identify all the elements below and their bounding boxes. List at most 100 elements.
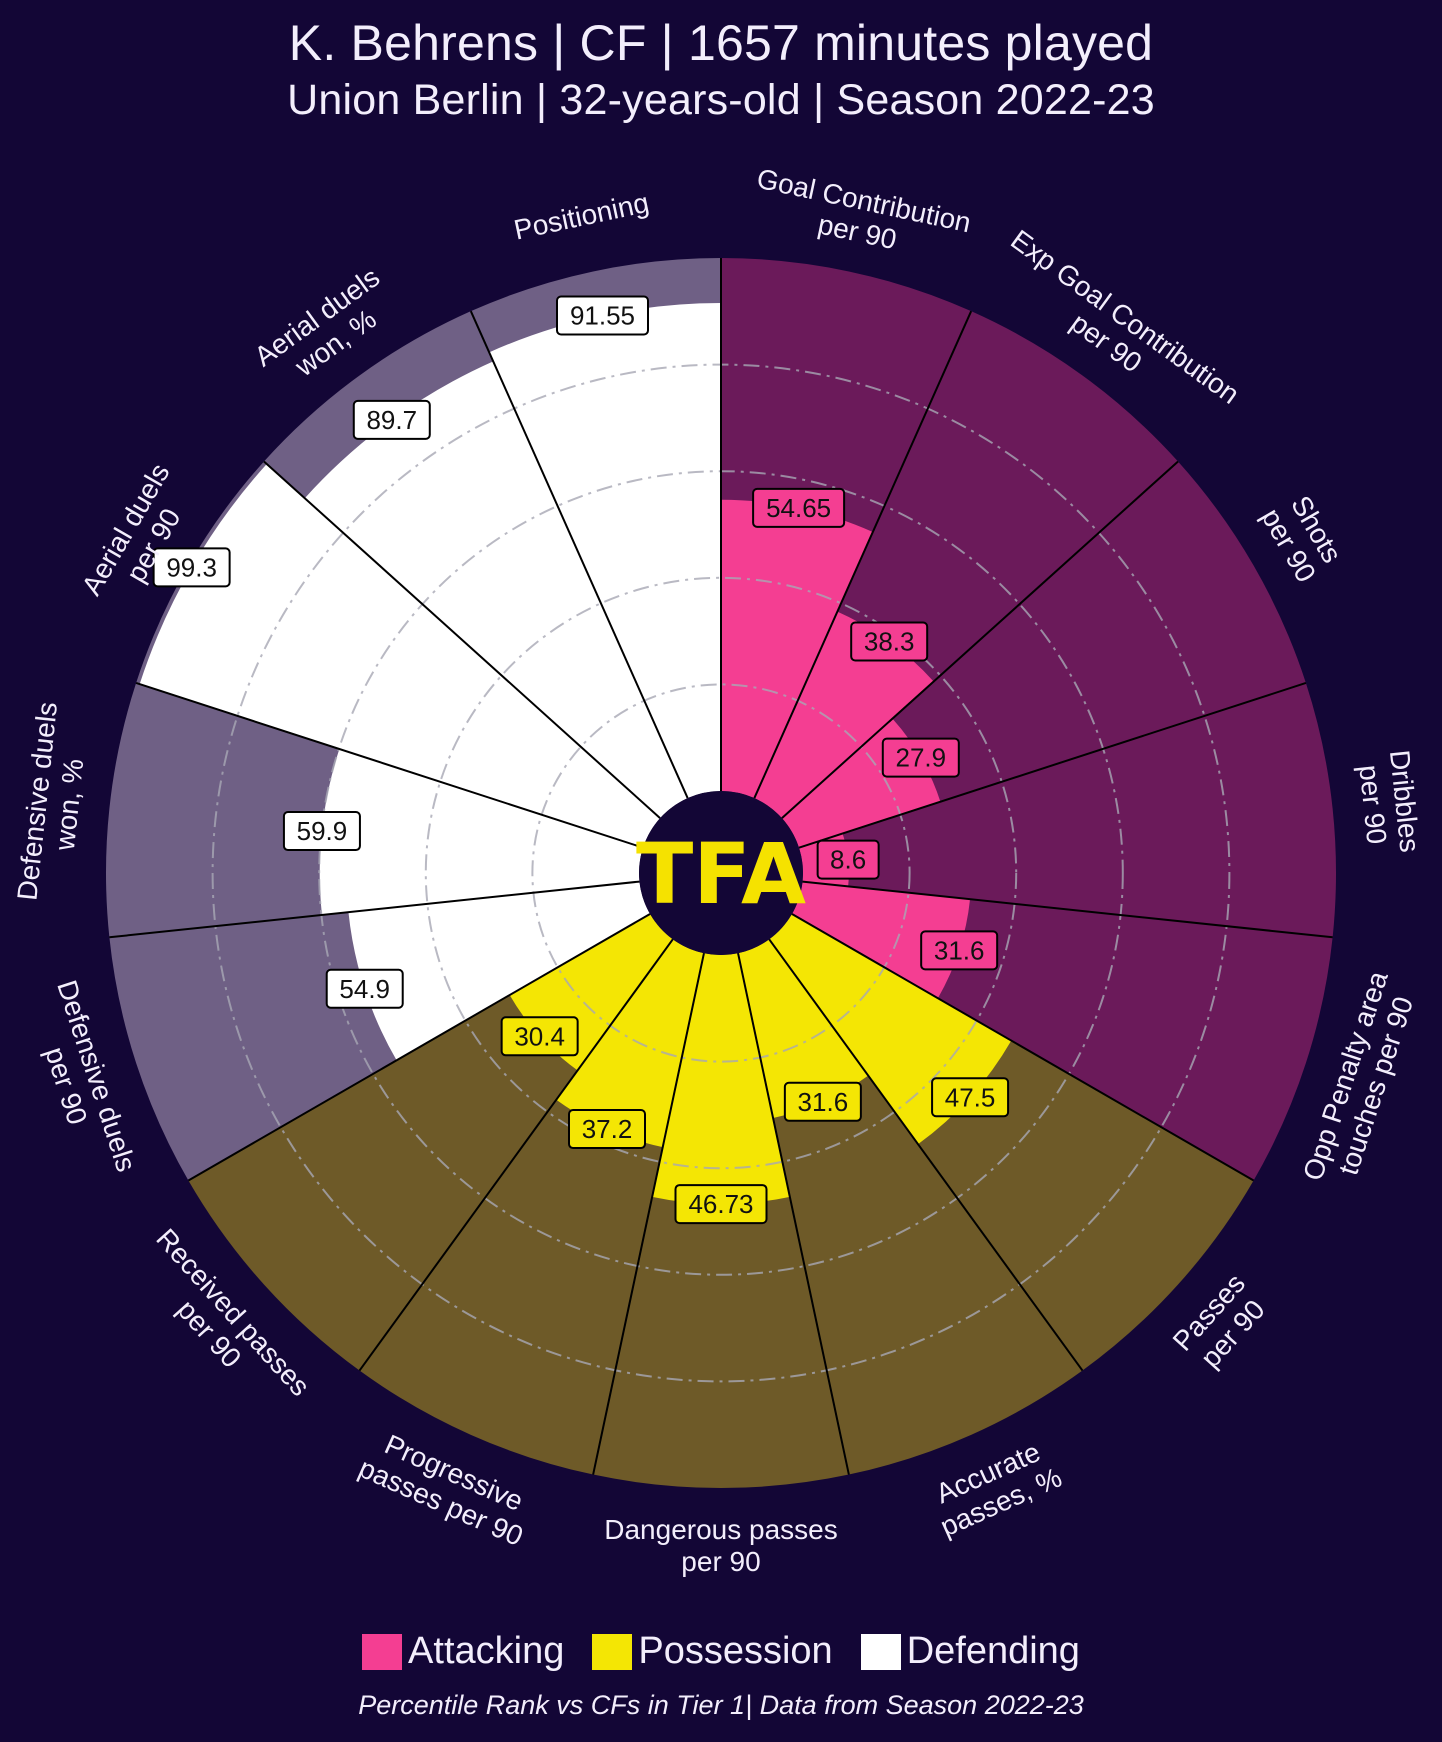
slice-separator <box>135 682 644 849</box>
value-label-box <box>352 399 431 440</box>
slice-bar-progressive-passes-per-90 <box>556 939 704 1148</box>
tfa-logo-icon: TFA <box>636 825 806 923</box>
param-label-line: Dangerous passes <box>604 1514 837 1545</box>
slice-separator <box>187 913 651 1182</box>
value-label-accurate-passes: 31.6 <box>783 1081 862 1122</box>
value-label-box <box>816 839 880 880</box>
value-label-box <box>500 1016 579 1057</box>
gridline-20 <box>531 683 911 1063</box>
value-label-text: 54.9 <box>339 974 390 1004</box>
param-label-dribbles-per-90: Dribblesper 90 <box>1352 748 1425 857</box>
center-circle <box>639 791 803 955</box>
value-label-progressive-passes-per-90: 37.2 <box>568 1109 647 1150</box>
legend-item-possession: Possession <box>592 1630 833 1673</box>
value-label-goal-contribution-per-90: 54.65 <box>752 487 846 528</box>
value-label-text: 89.7 <box>366 405 417 435</box>
legend-label-possession: Possession <box>638 1630 833 1672</box>
slice-separator <box>798 682 1307 849</box>
gridline-40 <box>424 576 1018 1170</box>
value-label-text: 30.4 <box>514 1021 565 1051</box>
legend-item-attacking: Attacking <box>362 1630 564 1673</box>
legend-swatch-defending <box>860 1633 901 1670</box>
legend-item-defending: Defending <box>860 1630 1080 1673</box>
legend-label-defending: Defending <box>906 1630 1080 1672</box>
value-label-received-passes-per-90: 30.4 <box>500 1016 579 1057</box>
value-label-aerial-duels-per-90: 99.3 <box>152 547 231 588</box>
slice-bar-defensive-duels-per-90 <box>348 881 650 1061</box>
slice-bar-defensive-duels-won <box>319 749 644 915</box>
slice-bar-accurate-passes <box>738 939 869 1118</box>
param-label-dangerous-passes-per-90: Dangerous passes per 90 <box>604 1514 837 1577</box>
value-labels: 54.65 38.3 27.9 8.6 31.6 47.5 31.6 46.73 37.2 30.… <box>152 295 1010 1225</box>
value-label-text: 37.2 <box>582 1114 633 1144</box>
value-label-positioning: 91.55 <box>555 295 649 336</box>
value-label-dangerous-passes-per-90: 46.73 <box>674 1184 768 1225</box>
value-label-box <box>783 1081 862 1122</box>
value-label-text: 59.9 <box>297 816 348 846</box>
value-label-defensive-duels-won: 59.9 <box>282 811 361 852</box>
slice-bar-aerial-duels-won <box>304 361 688 819</box>
slice-separator <box>469 310 689 799</box>
center-logo-group: TFA <box>636 791 806 955</box>
param-label-accurate-passes: Accuratepasses, % <box>923 1432 1067 1542</box>
value-label-text: 31.6 <box>934 935 985 965</box>
slice-separator <box>802 880 1333 939</box>
value-label-text: 38.3 <box>864 627 915 657</box>
param-label-line: per 90 <box>681 1546 760 1577</box>
value-label-box <box>325 968 404 1009</box>
value-label-box <box>555 295 649 336</box>
param-label-line: Positioning <box>511 187 651 246</box>
slice-separator <box>737 953 850 1475</box>
slice-bar-aerial-duels-per-90 <box>139 463 661 848</box>
value-label-passes-per-90: 47.5 <box>931 1077 1010 1118</box>
value-label-box <box>920 930 999 971</box>
value-label-box <box>752 487 846 528</box>
value-label-box <box>881 737 960 778</box>
slice-separator <box>263 460 661 819</box>
slice-separator <box>781 460 1179 819</box>
param-label-goal-contribution-per-90: Goal Contributionper 90 <box>747 163 973 270</box>
slice-separators <box>109 258 1333 1475</box>
param-label-defensive-duels-won: Defensive duelswon, % <box>11 700 94 905</box>
legend-label-attacking: Attacking <box>408 1630 565 1672</box>
slice-bar-dangerous-passes-per-90 <box>652 953 790 1205</box>
value-label-box <box>850 621 929 662</box>
slice-fills <box>139 303 1012 1205</box>
legend-swatch-attacking <box>362 1633 403 1670</box>
value-label-box <box>568 1109 647 1150</box>
value-label-text: 47.5 <box>945 1082 996 1112</box>
value-label-dribbles-per-90: 8.6 <box>816 839 880 880</box>
slice-bar-exp-goal-contribution-per-90 <box>754 611 934 819</box>
slice-separator <box>753 310 973 799</box>
param-label-shots-per-90: Shotsper 90 <box>1255 487 1349 587</box>
value-label-box <box>282 811 361 852</box>
param-label-passes-per-90: Passesper 90 <box>1167 1268 1275 1378</box>
value-label-aerial-duels-won: 89.7 <box>352 399 431 440</box>
value-label-text: 8.6 <box>830 845 866 875</box>
value-label-text: 46.73 <box>688 1189 753 1219</box>
slice-separator <box>109 880 640 939</box>
chart-subtitle: Union Berlin | 32-years-old | Season 202… <box>287 76 1155 124</box>
slice-separator <box>768 938 1084 1372</box>
slice-bar-goal-contribution-per-90 <box>721 499 873 799</box>
slice-separator <box>592 953 705 1475</box>
value-label-box <box>931 1077 1010 1118</box>
footnote: Percentile Rank vs CFs in Tier 1| Data f… <box>358 1690 1084 1720</box>
value-label-text: 27.9 <box>895 743 946 773</box>
value-label-shots-per-90: 27.9 <box>881 737 960 778</box>
value-label-text: 91.55 <box>570 300 635 330</box>
legend: Attacking Possession Defending <box>0 1630 1442 1673</box>
value-label-exp-goal-contribution-per-90: 38.3 <box>850 621 929 662</box>
legend-swatch-possession <box>592 1633 633 1670</box>
slice-bg-dribbles-per-90 <box>798 682 1337 938</box>
value-label-defensive-duels-per-90: 54.9 <box>325 968 404 1009</box>
value-label-text: 31.6 <box>798 1087 849 1117</box>
slice-separator <box>358 938 674 1372</box>
value-label-text: 54.65 <box>766 493 831 523</box>
value-label-text: 99.3 <box>166 552 217 582</box>
value-label-box <box>152 547 231 588</box>
value-label-opp-penalty-area-touches-per-90: 31.6 <box>920 930 999 971</box>
chart-title: K. Behrens | CF | 1657 minutes played <box>288 15 1154 71</box>
slice-bar-positioning <box>489 303 721 799</box>
